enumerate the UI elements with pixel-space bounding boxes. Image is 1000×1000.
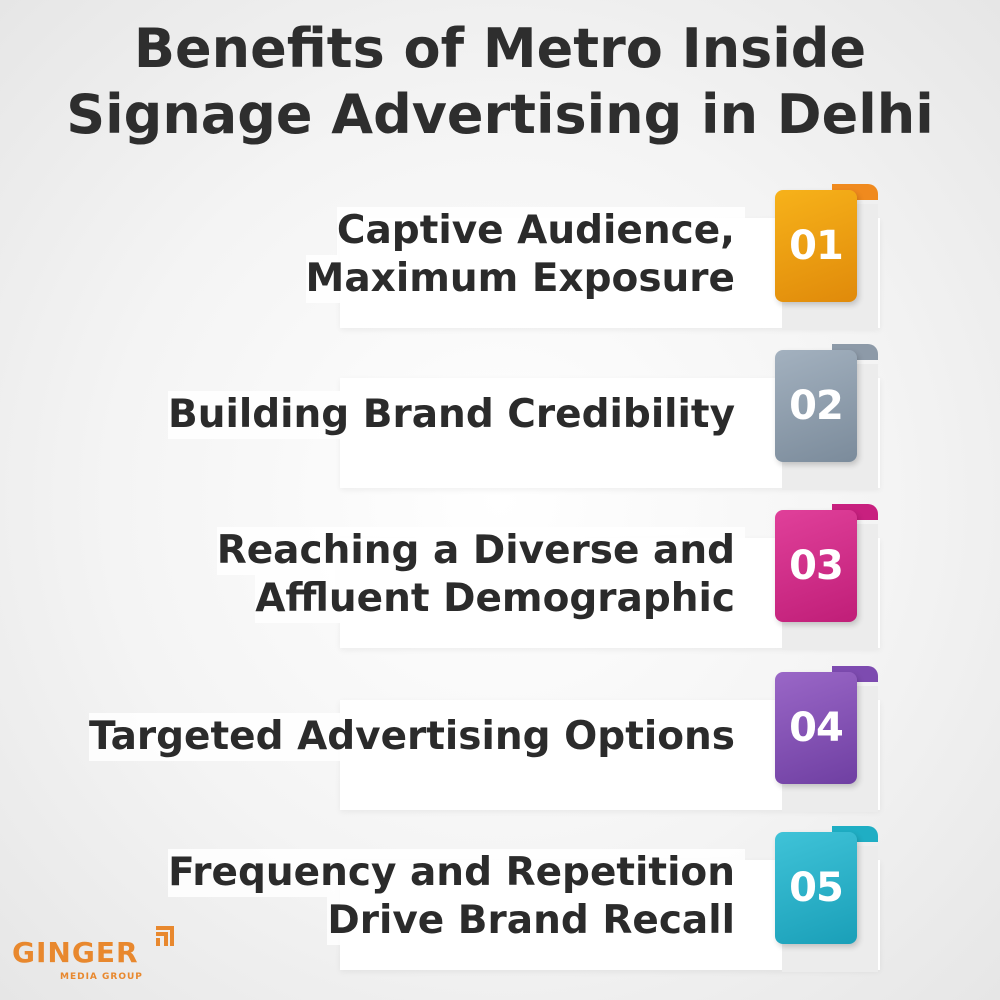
benefit-line-1: Targeted Advertising Options (89, 713, 745, 761)
number-badge: 02 (775, 350, 857, 462)
benefit-item-04: Targeted Advertising Options 04 (0, 666, 1000, 832)
benefit-line-1: Building Brand Credibility (168, 391, 745, 439)
benefit-item-02: Building Brand Credibility 02 (0, 344, 1000, 510)
benefit-line-2: Affluent Demographic (255, 575, 745, 623)
benefit-line-1: Frequency and Repetition (168, 849, 745, 897)
benefit-item-05: Frequency and Repetition Drive Brand Rec… (0, 826, 1000, 992)
ginger-media-group-logo: GINGER MEDIA GROUP (12, 922, 202, 992)
signal-arcs-icon (156, 926, 174, 946)
title-line-2: Signage Advertising in Delhi (66, 83, 934, 146)
benefit-item-01: Captive Audience, Maximum Exposure 01 (0, 184, 1000, 350)
benefit-line-2: Maximum Exposure (305, 255, 745, 303)
benefit-line-1: Captive Audience, (336, 207, 745, 255)
number-badge: 03 (775, 510, 857, 622)
benefit-text: Captive Audience, Maximum Exposure (305, 190, 745, 320)
benefit-text: Reaching a Diverse and Affluent Demograp… (216, 510, 745, 640)
benefit-line-1: Reaching a Diverse and (216, 527, 745, 575)
benefit-text: Building Brand Credibility (168, 350, 745, 480)
benefit-item-03: Reaching a Diverse and Affluent Demograp… (0, 504, 1000, 670)
title-line-1: Benefits of Metro Inside (133, 17, 867, 80)
number-badge: 05 (775, 832, 857, 944)
logo-name: GINGER (12, 936, 139, 969)
benefit-line-2: Drive Brand Recall (327, 897, 745, 945)
benefit-text: Frequency and Repetition Drive Brand Rec… (168, 832, 745, 962)
number-badge: 01 (775, 190, 857, 302)
logo-subtitle: MEDIA GROUP (60, 972, 143, 982)
number-badge: 04 (775, 672, 857, 784)
page-title: Benefits of Metro Inside Signage Adverti… (0, 16, 1000, 148)
benefit-text: Targeted Advertising Options (89, 672, 745, 802)
